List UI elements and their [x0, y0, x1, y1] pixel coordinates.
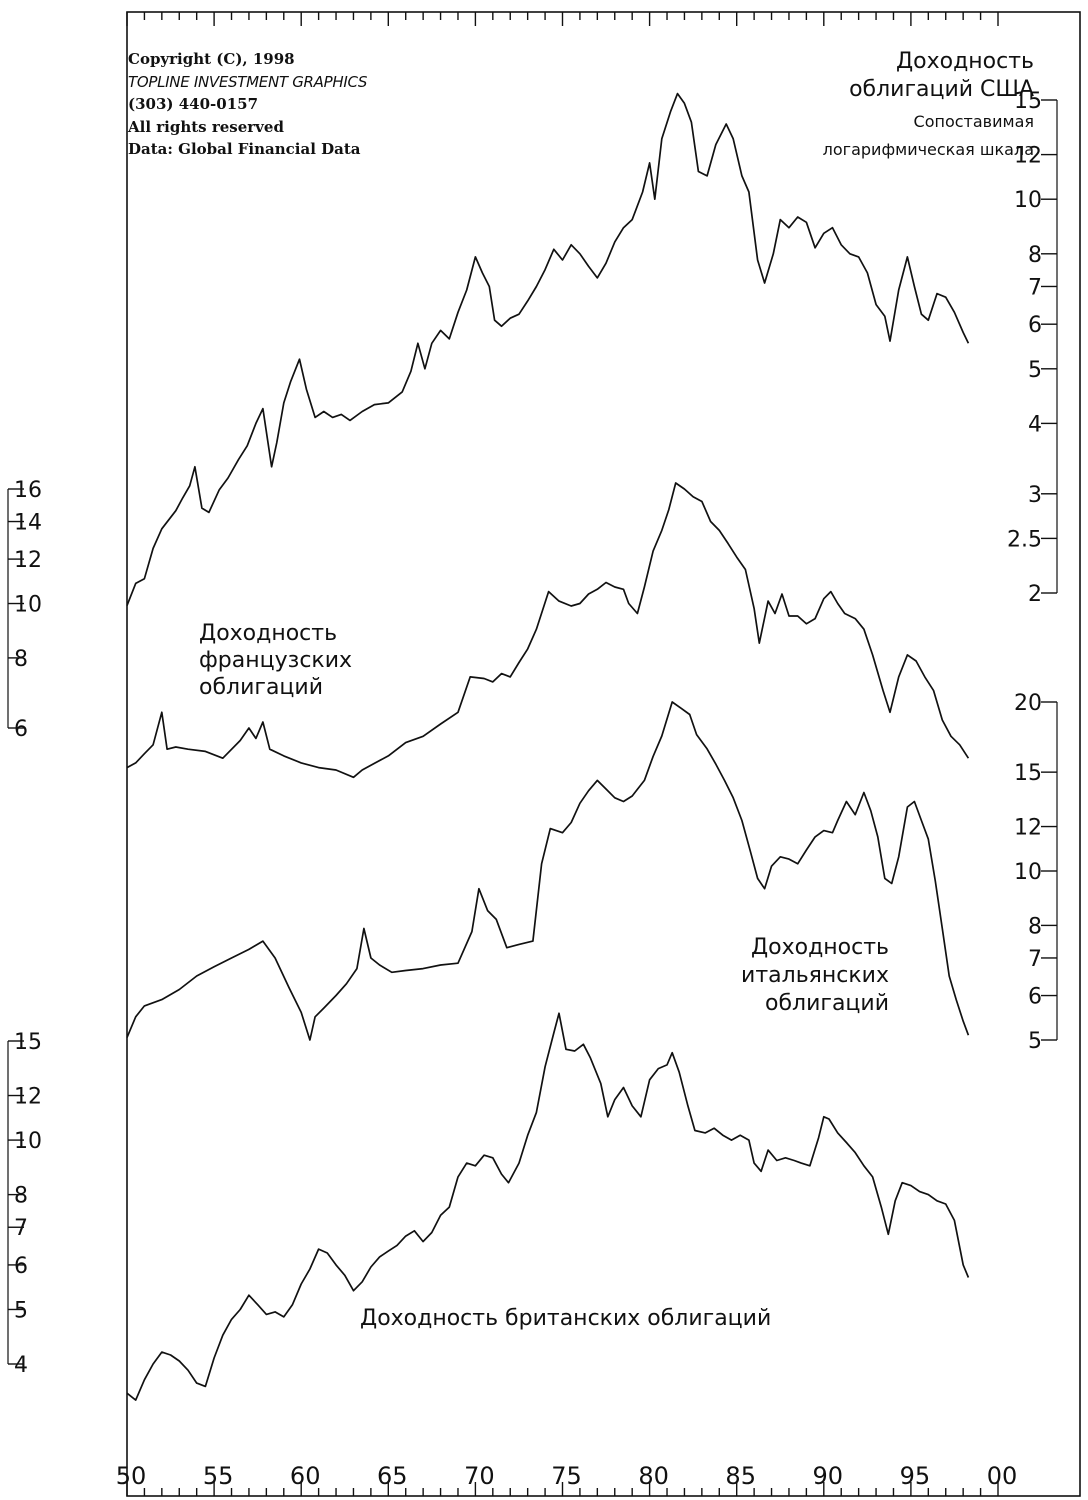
uk-yield-line	[126, 1012, 970, 1401]
x-tick-label: 80	[638, 1462, 669, 1490]
x-tick-label: 00	[987, 1462, 1018, 1490]
it-y-tick-label: 6	[1028, 985, 1042, 1010]
fr-y-tick-label: 16	[14, 478, 42, 503]
it-label-line-2: итальянских	[741, 963, 889, 988]
us-y-tick-label: 5	[1028, 358, 1042, 383]
data-source: Data: Global Financial Data	[128, 140, 361, 158]
fr-label-line-1: Доходность	[199, 621, 338, 646]
fr-y-tick-label: 10	[14, 593, 42, 618]
it-y-tick-label: 20	[1014, 691, 1042, 716]
us-y-tick-label: 2.5	[1007, 527, 1042, 552]
it-series-label: Доходность итальянских облигаций	[741, 934, 889, 1018]
it-y-tick-label: 10	[1014, 860, 1042, 885]
us-yield-line	[126, 92, 970, 606]
x-tick-label: 85	[725, 1462, 756, 1490]
uk-y-tick-label: 7	[14, 1216, 28, 1241]
chart-frame	[126, 11, 1081, 1497]
us-y-tick-label: 2	[1028, 582, 1042, 607]
x-tick-label: 90	[813, 1462, 844, 1490]
us-label-line-2: облигаций США	[849, 77, 1034, 102]
x-tick-label: 75	[551, 1462, 582, 1490]
us-y-tick-label: 6	[1028, 313, 1042, 338]
uk-y-tick-label: 10	[14, 1129, 42, 1154]
uk-y-tick-label: 4	[14, 1353, 28, 1378]
scale-note-line-2: логарифмическая шкала	[822, 140, 1034, 159]
it-label-line-1: Доходность	[750, 935, 889, 960]
fr-y-tick-label: 6	[14, 717, 28, 742]
fr-y-tick-label: 12	[14, 548, 42, 573]
publisher-name: TOPLINE INVESTMENT GRAPHICS	[128, 72, 368, 91]
x-tick-label: 70	[464, 1462, 495, 1490]
us-y-tick-label: 12	[1014, 144, 1042, 169]
fr-series-label: Доходность французских облигаций	[199, 620, 352, 701]
rights-notice: All rights reserved	[128, 117, 284, 136]
uk-y-tick-label: 8	[14, 1184, 28, 1209]
it-label-line-3: облигаций	[765, 991, 889, 1016]
fr-y-tick-label: 8	[14, 647, 28, 672]
us-y-tick-label: 3	[1028, 483, 1042, 508]
us-label-line-1: Доходность	[895, 49, 1034, 74]
copyright-line: Copyright (C), 1998	[128, 50, 295, 68]
us-y-tick-label: 8	[1028, 243, 1042, 268]
x-tick-label: 55	[203, 1462, 234, 1490]
copyright-block: Copyright (C), 1998 TOPLINE INVESTMENT G…	[128, 48, 428, 161]
x-tick-label: 50	[116, 1462, 147, 1490]
us-series-label: Доходность облигаций США	[849, 48, 1034, 104]
it-y-tick-label: 5	[1028, 1029, 1042, 1054]
scale-note: Сопоставимая логарифмическая шкала	[823, 108, 1034, 164]
uk-y-tick-label: 15	[14, 1030, 42, 1055]
fr-label-line-3: облигаций	[199, 675, 323, 700]
phone-number: (303) 440-0157	[128, 95, 259, 113]
scale-note-line-1: Сопоставимая	[913, 112, 1034, 131]
uk-y-tick-label: 6	[14, 1254, 28, 1279]
fr-yield-line	[126, 482, 970, 779]
fr-label-line-2: французских	[199, 648, 353, 673]
it-y-tick-label: 15	[1014, 761, 1042, 786]
it-y-tick-label: 7	[1028, 947, 1042, 972]
it-y-tick-label: 8	[1028, 914, 1042, 939]
fr-y-tick-label: 14	[14, 511, 42, 536]
it-yield-line	[126, 701, 970, 1041]
x-tick-label: 65	[377, 1462, 408, 1490]
uk-series-label: Доходность британских облигаций	[360, 1306, 772, 1331]
x-tick-label: 60	[290, 1462, 321, 1490]
us-y-tick-label: 15	[1014, 89, 1042, 114]
it-y-tick-label: 12	[1014, 816, 1042, 841]
us-y-tick-label: 4	[1028, 412, 1042, 437]
us-y-tick-label: 10	[1014, 188, 1042, 213]
uk-y-tick-label: 5	[14, 1298, 28, 1323]
us-y-tick-label: 7	[1028, 275, 1042, 300]
uk-y-tick-label: 12	[14, 1085, 42, 1110]
x-tick-label: 95	[900, 1462, 931, 1490]
